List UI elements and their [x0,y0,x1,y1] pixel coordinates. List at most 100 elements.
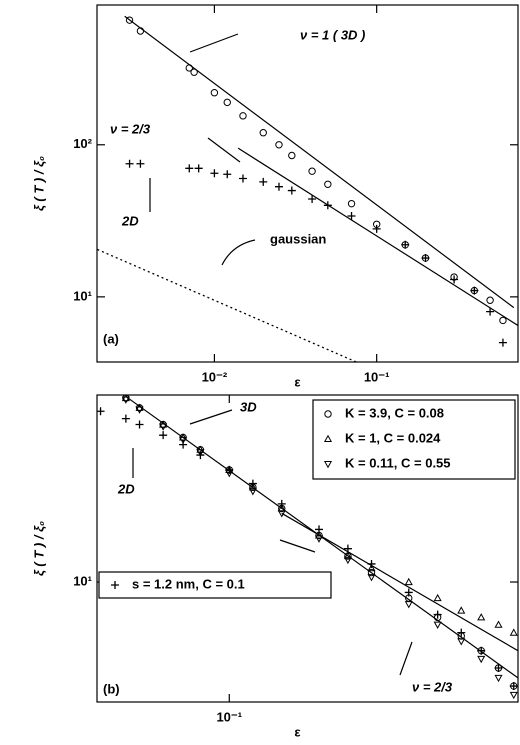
point [239,112,247,120]
legend-box [312,399,516,480]
point [125,159,134,168]
point [343,556,352,565]
point [314,535,324,543]
point [194,164,203,173]
point [457,606,466,614]
point [125,16,134,24]
point [308,195,317,204]
panel: 10⁻² 10⁻¹ 10¹ 10² ε ξ ( T ) / ξ₀ ν = 1 ( 3D ) ν… [31,4,519,389]
point [159,423,168,431]
point [259,177,268,186]
point [248,479,257,488]
point [136,159,145,168]
legend-marker [323,434,333,443]
legend-marker [324,410,332,418]
legend-label: K = 0.11, C = 0.55 [345,455,451,470]
legend-label: K = 3.9, C = 0.08 [345,405,444,420]
point [135,420,144,429]
point [498,338,507,347]
point [288,151,296,160]
plot-frame [96,4,519,363]
point [287,186,296,195]
arrow [279,539,316,553]
y-tick-label: 10¹ [73,573,92,588]
point [367,574,376,582]
y-axis-label: ξ ( T ) / ξ₀ [31,156,46,211]
annotation: 2D [121,213,139,228]
point [477,613,486,621]
point [248,488,257,496]
arrow [207,137,241,163]
x-axis-label: ε [294,724,300,739]
arrow [221,239,256,266]
point [277,499,286,508]
point [259,129,267,137]
point [457,638,466,646]
legend-label: s = 1.2 nm, C = 0.1 [132,576,245,591]
annotation: (a) [103,331,119,346]
annotation: ν = 1 ( 3D ) [300,27,365,42]
point [477,655,486,664]
fit-line [124,15,515,309]
point [494,674,503,683]
annotation: (b) [103,681,120,696]
y-tick-label: 10² [73,136,92,151]
y-tick-label: 10¹ [73,288,92,303]
fit-line [97,248,357,362]
point [196,451,205,460]
point [190,68,198,76]
point [486,307,495,316]
arrow [189,33,239,53]
arrow [189,409,233,425]
point [372,224,381,233]
y-axis-label: ξ ( T ) / ξ₀ [31,521,46,576]
point [274,182,283,191]
point [315,525,324,534]
annotation: 2D [117,481,135,496]
point [159,431,168,440]
point [324,180,332,188]
point [367,568,376,577]
point [509,628,518,636]
point [314,531,324,539]
point [494,620,503,628]
point [210,169,219,178]
x-tick-label: 10⁻¹ [364,369,390,384]
annotation: 3D [240,399,257,414]
fit-line [237,147,518,326]
point [433,610,442,619]
plot-area [97,15,518,362]
point [210,89,219,97]
point [97,407,105,416]
point [275,141,283,149]
point [433,593,442,602]
point [486,296,494,304]
point [223,98,231,107]
point [404,577,413,586]
arrow [399,641,413,676]
point [308,167,316,175]
arrows [132,33,413,676]
point [225,465,234,474]
point [404,601,413,609]
point [499,316,507,325]
point [223,170,232,179]
point [347,212,356,221]
legend-box [98,571,332,599]
point [121,414,130,423]
legend-marker [111,581,119,589]
point [421,254,430,263]
point [401,240,410,249]
point [185,164,194,173]
panel: 10⁻¹ 10¹ ε ξ ( T ) / ξ₀ 3D 2D ν = 2/3 (b) K = 3.… [31,394,519,739]
fit-line [281,512,518,652]
point [494,663,503,672]
point [433,621,442,629]
point [347,199,356,208]
point [509,682,518,691]
x-tick-label: 10⁻² [202,369,228,384]
point [457,628,466,637]
legend-marker [323,460,333,469]
point [477,646,486,655]
